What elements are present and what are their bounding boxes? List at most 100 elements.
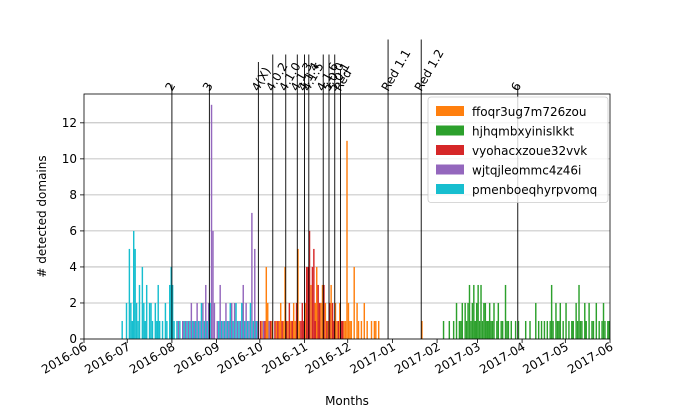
bar-pmenboeqhyrpvomq-21 (161, 320, 164, 339)
bar-pmenboeqhyrpvomq-36 (200, 302, 203, 339)
bar-hjhqmbxyinislkkt-49 (556, 320, 559, 339)
bar-hjhqmbxyinislkkt-5 (460, 320, 462, 339)
x-tick-label: 2017-05 (520, 339, 570, 376)
bar-vyohacxzoue32vvk-21 (323, 284, 325, 339)
bar-hjhqmbxyinislkkt-8 (465, 320, 468, 339)
bar-vyohacxzoue32vvk-7 (288, 302, 291, 339)
bar-ffoqr3ug7m726zou-32 (343, 320, 345, 339)
bar-hjhqmbxyinislkkt-33 (506, 320, 508, 339)
bar-ffoqr3ug7m726zou-29 (334, 302, 337, 339)
bar-hjhqmbxyinislkkt-68 (598, 320, 600, 339)
bar-hjhqmbxyinislkkt-67 (595, 302, 598, 339)
bar-ffoqr3ug7m726zou-37 (350, 320, 353, 339)
x-tick-label: 2016-11 (260, 339, 310, 376)
x-tick-label: 2017-01 (347, 339, 397, 376)
bars-layer (121, 104, 610, 339)
bar-vyohacxzoue32vvk-10 (300, 320, 302, 339)
bar-vyohacxzoue32vvk-15 (308, 230, 311, 339)
y-tick-label: 4 (69, 260, 77, 274)
bar-hjhqmbxyinislkkt-13 (473, 284, 475, 339)
bar-vyohacxzoue32vvk-16 (311, 266, 314, 339)
bar-pmenboeqhyrpvomq-48 (241, 302, 243, 339)
x-tick-label: 2016-10 (215, 339, 265, 376)
x-axis-label: Months (325, 394, 369, 408)
event-label: 3 (200, 80, 216, 94)
bar-ffoqr3ug7m726zou-43 (366, 320, 368, 339)
y-tick-label: 6 (69, 224, 77, 238)
bar-vyohacxzoue32vvk-1 (264, 320, 266, 339)
bar-vyohacxzoue32vvk-13 (305, 266, 308, 339)
x-tick-label: 2017-06 (565, 339, 615, 376)
bar-hjhqmbxyinislkkt-40 (535, 302, 537, 339)
bar-pmenboeqhyrpvomq-53 (255, 320, 257, 339)
bar-hjhqmbxyinislkkt-27 (493, 302, 495, 339)
legend-swatch (436, 145, 464, 155)
bar-ffoqr3ug7m726zou-45 (373, 320, 376, 339)
bar-hjhqmbxyinislkkt-23 (487, 320, 489, 339)
bar-wjtqjleommc4z46i-25 (248, 320, 250, 339)
bar-ffoqr3ug7m726zou-5 (275, 320, 278, 339)
bar-hjhqmbxyinislkkt-25 (490, 320, 492, 339)
bar-pmenboeqhyrpvomq-17 (154, 302, 157, 339)
plot-frame (83, 93, 611, 340)
bar-hjhqmbxyinislkkt-12 (471, 302, 474, 339)
bar-ffoqr3ug7m726zou-17 (304, 302, 306, 339)
bar-hjhqmbxyinislkkt-0 (442, 320, 445, 339)
bar-hjhqmbxyinislkkt-20 (483, 302, 485, 339)
bar-pmenboeqhyrpvomq-2 (128, 248, 131, 339)
legend-swatch (436, 125, 464, 136)
bar-wjtqjleommc4z46i-28 (256, 320, 259, 339)
bar-hjhqmbxyinislkkt-6 (461, 302, 464, 339)
bar-pmenboeqhyrpvomq-34 (194, 320, 197, 339)
bar-hjhqmbxyinislkkt-60 (579, 320, 582, 339)
bar-hjhqmbxyinislkkt-16 (477, 284, 479, 339)
bar-hjhqmbxyinislkkt-55 (571, 320, 573, 339)
bar-hjhqmbxyinislkkt-18 (480, 284, 482, 339)
bar-pmenboeqhyrpvomq-9 (138, 284, 141, 339)
x-tick-label: 2016-06 (39, 339, 89, 376)
event-label: 6 (508, 80, 524, 94)
bar-pmenboeqhyrpvomq-3 (130, 302, 132, 339)
bar-hjhqmbxyinislkkt-52 (562, 320, 564, 339)
bar-hjhqmbxyinislkkt-71 (604, 320, 606, 339)
bar-ffoqr3ug7m726zou-24 (321, 284, 324, 339)
bar-ffoqr3ug7m726zou-26 (327, 320, 329, 339)
bar-pmenboeqhyrpvomq-23 (166, 320, 168, 339)
bar-wjtqjleommc4z46i-5 (193, 320, 195, 339)
bar-hjhqmbxyinislkkt-54 (568, 320, 570, 339)
bar-hjhqmbxyinislkkt-4 (458, 320, 461, 339)
bar-hjhqmbxyinislkkt-47 (552, 320, 554, 339)
bar-pmenboeqhyrpvomq-47 (238, 320, 240, 339)
bar-vyohacxzoue32vvk-18 (314, 320, 317, 339)
bar-pmenboeqhyrpvomq-37 (203, 320, 206, 339)
bar-hjhqmbxyinislkkt-15 (475, 302, 478, 339)
bar-hjhqmbxyinislkkt-17 (478, 320, 481, 339)
bar-hjhqmbxyinislkkt-24 (488, 302, 491, 339)
bar-pmenboeqhyrpvomq-42 (223, 320, 226, 339)
bar-hjhqmbxyinislkkt-34 (507, 320, 510, 339)
bar-wjtqjleommc4z46i-6 (196, 302, 198, 339)
bar-ffoqr3ug7m726zou-23 (320, 302, 322, 339)
bar-vyohacxzoue32vvk-0 (259, 320, 262, 339)
bar-pmenboeqhyrpvomq-49 (243, 320, 246, 339)
bar-hjhqmbxyinislkkt-7 (464, 302, 466, 339)
bar-wjtqjleommc4z46i-8 (202, 302, 204, 339)
bar-vyohacxzoue32vvk-11 (301, 302, 304, 339)
bar-hjhqmbxyinislkkt-48 (555, 302, 557, 339)
bar-wjtqjleommc4z46i-27 (254, 248, 256, 339)
bar-hjhqmbxyinislkkt-62 (584, 302, 586, 339)
event-label: Red 1.1 (379, 47, 414, 94)
bar-hjhqmbxyinislkkt-61 (581, 320, 583, 339)
legend-frame (427, 96, 609, 203)
bar-hjhqmbxyinislkkt-63 (585, 320, 587, 339)
bar-ffoqr3ug7m726zou-44 (370, 320, 373, 339)
bar-wjtqjleommc4z46i-3 (187, 320, 190, 339)
bar-wjtqjleommc4z46i-26 (251, 212, 253, 339)
bar-hjhqmbxyinislkkt-42 (540, 320, 543, 339)
bar-pmenboeqhyrpvomq-8 (137, 320, 139, 339)
bar-hjhqmbxyinislkkt-46 (550, 284, 553, 339)
bar-pmenboeqhyrpvomq-44 (229, 302, 231, 339)
bar-wjtqjleommc4z46i-11 (210, 104, 213, 339)
bar-pmenboeqhyrpvomq-35 (197, 320, 200, 339)
